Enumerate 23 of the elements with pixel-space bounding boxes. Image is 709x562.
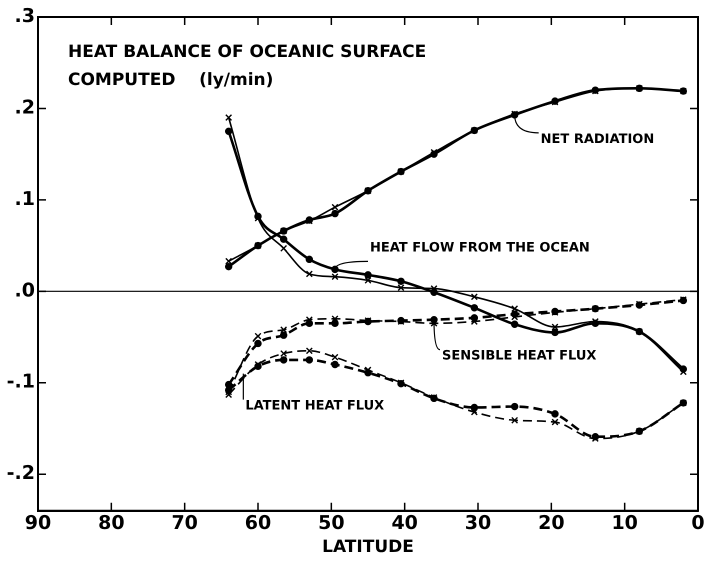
y-tick-label: .3 bbox=[14, 4, 35, 27]
x-tick-label: 30 bbox=[464, 512, 492, 534]
annotation: HEAT FLOW FROM THE OCEAN bbox=[370, 240, 590, 256]
x-tick-label: 10 bbox=[611, 512, 638, 534]
x-tick-label: 60 bbox=[244, 512, 272, 534]
x-tick-label: 20 bbox=[538, 512, 565, 534]
annotation: NET RADIATION bbox=[540, 132, 654, 147]
y-tick-label: .2 bbox=[14, 96, 35, 118]
y-tick-label: .0 bbox=[14, 279, 35, 302]
annotation: LATENT HEAT FLUX bbox=[245, 398, 384, 414]
x-tick-label: 70 bbox=[171, 512, 198, 534]
x-tick-label: 0 bbox=[691, 512, 705, 534]
x-tick-label: 90 bbox=[24, 512, 52, 534]
annotation: SENSIBLE HEAT FLUX bbox=[442, 348, 596, 364]
y-tick-label: -.1 bbox=[6, 370, 35, 393]
text: COMPUTED (ly/min) bbox=[68, 70, 274, 90]
y-tick-label: .1 bbox=[14, 188, 35, 210]
x-axis-title: LATITUDE bbox=[322, 537, 414, 558]
text: HEAT BALANCE OF OCEANIC SURFACE bbox=[68, 42, 426, 62]
x-tick-label: 80 bbox=[98, 512, 125, 534]
x-tick-label: 50 bbox=[318, 512, 345, 534]
x-tick-label: 40 bbox=[391, 512, 418, 534]
y-tick-label: -.2 bbox=[6, 462, 35, 484]
